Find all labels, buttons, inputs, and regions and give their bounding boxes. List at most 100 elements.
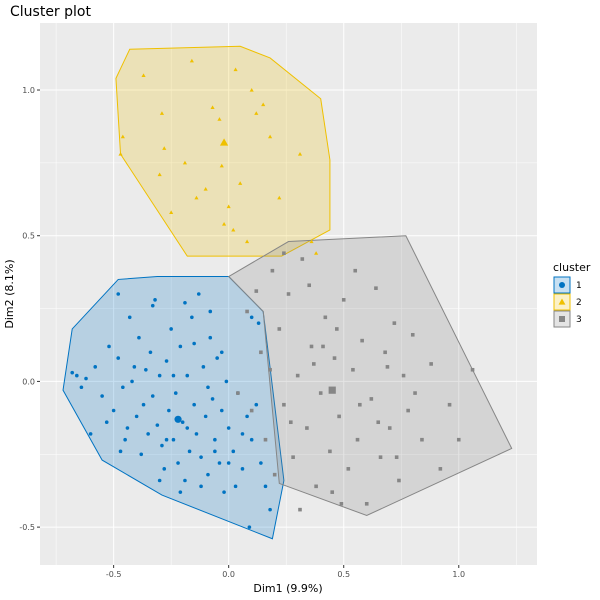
cluster-2-point [254, 111, 259, 115]
cluster-2-point [226, 204, 231, 209]
cluster-1-point [130, 379, 134, 384]
cluster-1-point [226, 461, 231, 465]
cluster-1-point [249, 315, 254, 320]
cluster-3-point [282, 251, 286, 256]
x-tick-label: 1.0 [452, 570, 465, 579]
cluster-3-point [360, 338, 364, 343]
cluster-1-point [153, 298, 157, 302]
y-tick-label: -0.5 [19, 523, 35, 532]
cluster-2-point [277, 195, 282, 200]
cluster-1-point [173, 391, 178, 395]
y-tick-label: 0.0 [22, 377, 35, 386]
cluster-3-point [277, 327, 282, 331]
cluster-1-point [213, 437, 217, 442]
cluster-3-point [456, 437, 461, 442]
cluster-2-point [219, 163, 224, 168]
cluster-1-point [137, 335, 141, 340]
cluster-3-point [374, 286, 378, 290]
cluster-2-point [182, 160, 188, 165]
cluster-1-point [249, 437, 254, 442]
cluster-3-point [272, 472, 277, 477]
cluster-1-point [219, 350, 224, 355]
cluster-1-point [206, 472, 210, 477]
cluster-1-point [141, 402, 146, 407]
cluster-1-point [93, 365, 98, 369]
cluster-1-point [150, 303, 155, 308]
cluster-2-point [245, 239, 250, 244]
cluster-2-point [309, 239, 314, 244]
cluster-1-point [116, 292, 121, 296]
cluster-3-hull [227, 235, 513, 517]
cluster-1-point [185, 426, 190, 430]
cluster-1-point [134, 414, 139, 419]
cluster-2-point [297, 152, 303, 156]
cluster-1-point [203, 414, 208, 419]
cluster-1-point [157, 373, 162, 378]
cluster-1-point [199, 455, 203, 459]
cluster-2-point [159, 111, 165, 115]
cluster-1-center [174, 415, 182, 423]
cluster-2-point [157, 172, 162, 177]
cluster-3-point [438, 467, 443, 471]
cluster-3-point [392, 321, 397, 325]
cluster-1-point [178, 344, 183, 349]
cluster-1-point [104, 420, 109, 425]
cluster-1-point [194, 432, 199, 436]
cluster-1-point [224, 379, 229, 384]
cluster-3-point [358, 402, 362, 407]
cluster-3-point [335, 327, 339, 331]
cluster-1-point [169, 327, 173, 331]
cluster-3-point [298, 507, 302, 512]
cluster-hulls [62, 45, 513, 540]
cluster-3-point [245, 309, 249, 314]
cluster-1-point [240, 432, 245, 436]
cluster-1-point [233, 484, 238, 489]
legend-marker-3 [559, 316, 565, 322]
cluster-3-point [420, 437, 424, 442]
cluster-2-point [120, 134, 125, 139]
cluster-3-point [295, 373, 300, 378]
cluster-3-point [309, 344, 314, 349]
cluster-3-point [387, 426, 392, 430]
cluster-1-point [268, 507, 272, 512]
cluster-3-point [300, 257, 305, 261]
cluster-3-point [268, 367, 272, 372]
cluster-1-point [240, 467, 245, 471]
cluster-points [70, 58, 475, 529]
cluster-2-point [238, 181, 243, 185]
cluster-1-point [118, 449, 123, 454]
cluster-1-point [111, 408, 116, 413]
cluster-1-point [254, 402, 259, 407]
cluster-3-point [254, 289, 259, 293]
cluster-2-point [141, 73, 146, 78]
cluster-3-point [282, 402, 286, 407]
cluster-3-point [397, 478, 401, 483]
y-tick-label: 1.0 [22, 86, 35, 95]
cluster-1-point [123, 437, 127, 442]
cluster-3-point [263, 437, 268, 442]
cluster-2-point [162, 146, 167, 150]
cluster-3-point [351, 367, 355, 372]
cluster-2-hull [115, 45, 331, 257]
cluster-1-point [222, 490, 226, 494]
cluster-1-point [171, 373, 176, 378]
cluster-1-point [231, 449, 236, 454]
cluster-3-point [355, 437, 360, 442]
cluster-1-point [192, 341, 196, 346]
cluster-1-point [79, 385, 84, 390]
cluster-2-point [268, 134, 273, 139]
y-axis-label: Dim2 (8.1%) [3, 259, 16, 328]
cluster-2-point [233, 67, 238, 72]
cluster-1-point [259, 461, 263, 465]
cluster-1-point [247, 525, 252, 529]
cluster-2-point [222, 221, 227, 226]
cluster-1-point [107, 344, 111, 349]
cluster-1-point [183, 300, 187, 305]
cluster-1-point [206, 385, 210, 390]
cluster-1-point [162, 467, 167, 471]
cluster-3-point [321, 344, 325, 349]
cluster-1-point [144, 367, 148, 372]
cluster-1-point [164, 437, 169, 442]
cluster-2-point [314, 251, 319, 255]
cluster-3-point [410, 332, 415, 337]
